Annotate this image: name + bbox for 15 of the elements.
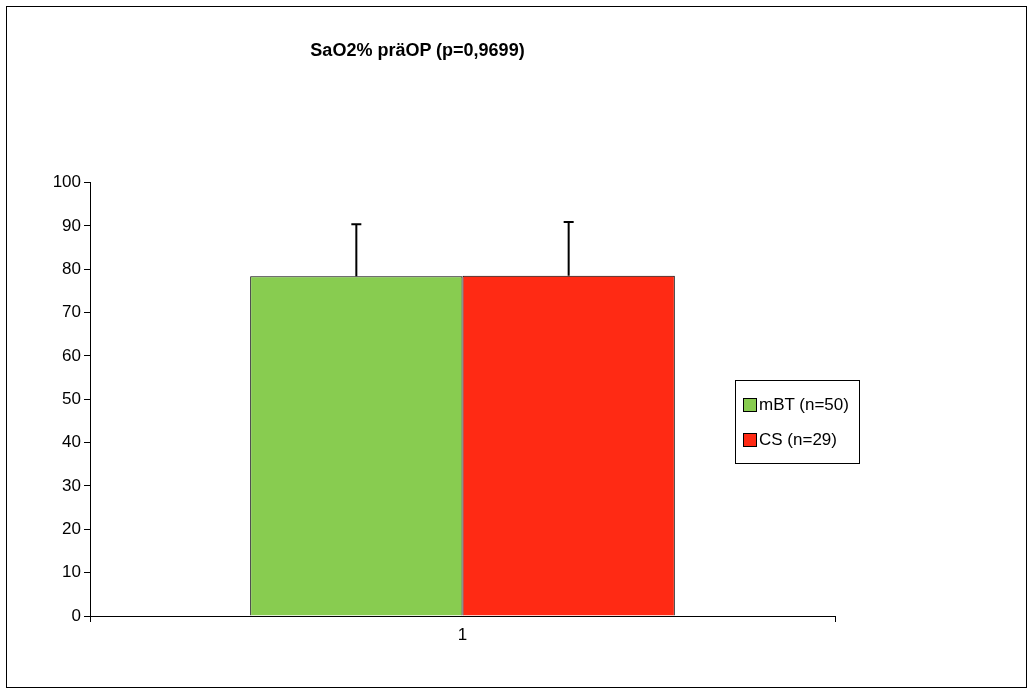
y-tick-label: 30 — [62, 475, 81, 495]
y-tick-label: 80 — [62, 258, 81, 278]
y-tick-label: 60 — [62, 345, 81, 365]
y-tick-label: 40 — [62, 432, 81, 452]
chart-title: SaO2% präOP (p=0,9699) — [310, 39, 525, 60]
y-tick-label: 90 — [62, 215, 81, 235]
y-tick-label: 0 — [71, 605, 81, 625]
x-tick-label: 1 — [457, 624, 468, 644]
y-tick-label: 100 — [52, 172, 81, 192]
y-tick-label: 20 — [62, 519, 81, 539]
legend-label: mBT (n=50) — [759, 394, 849, 415]
legend-label: CS (n=29) — [759, 429, 837, 450]
y-tick-label: 10 — [62, 562, 81, 582]
y-tick-label: 50 — [62, 388, 81, 408]
y-tick-label: 70 — [62, 302, 81, 322]
